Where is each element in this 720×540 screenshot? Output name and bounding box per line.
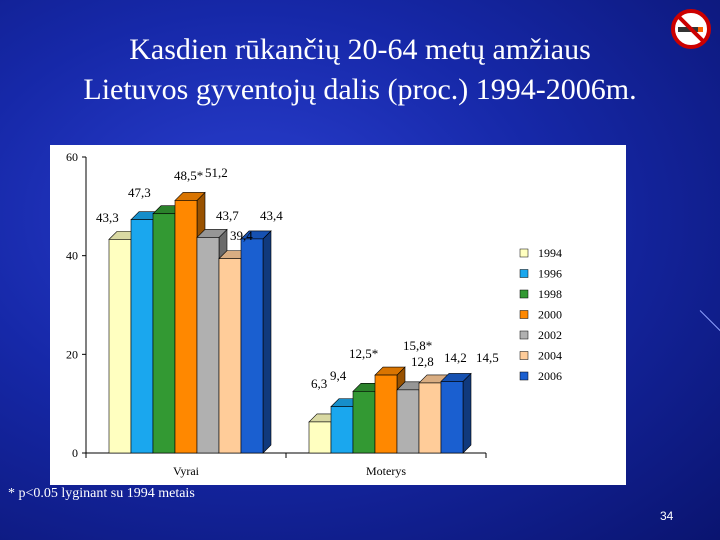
legend-label-1996: 1996 (538, 267, 562, 281)
bar-2000-moterys (374, 374, 398, 454)
no-smoking-icon (671, 9, 711, 49)
title-line-2: Lietuvos gyventojų dalis (proc.) 1994-20… (83, 73, 637, 106)
legend-swatch (519, 248, 529, 258)
legend-swatch (519, 269, 529, 278)
page-number: 34 (660, 509, 674, 523)
bar-2004-vyrai (218, 258, 242, 454)
x-category-label: Moterys (366, 464, 406, 478)
legend-swatch (519, 330, 529, 340)
footnote: * p<0.05 lyginant su 1994 metais (8, 486, 195, 501)
bar-2006-vyrai (240, 238, 264, 454)
legend-swatch (519, 371, 529, 381)
data-label-1996-moterys: 9,4 (330, 368, 347, 383)
bar-side (462, 372, 472, 454)
slide-title: Kasdien rūkančių 20-64 metų amžiaus Liet… (20, 30, 700, 110)
bar-1998-vyrai (152, 213, 176, 454)
legend-swatch (519, 351, 529, 360)
data-label-1994-vyrai: 43,3 (96, 210, 119, 225)
data-label-2000-moterys: 15,8* (403, 338, 432, 353)
legend-swatch (519, 310, 529, 319)
legend-label-2004: 2004 (538, 349, 562, 363)
data-label-1998-moterys: 12,5* (349, 346, 378, 361)
legend-label-1998: 1998 (538, 287, 562, 301)
bar-1996-vyrai (130, 219, 154, 454)
bar-2000-vyrai (174, 200, 198, 454)
bar-1998-moterys (352, 391, 376, 454)
y-tick-label: 0 (72, 446, 78, 460)
legend-label-2000: 2000 (538, 308, 562, 322)
data-label-2000-vyrai: 51,2 (205, 165, 228, 180)
legend-label-2002: 2002 (538, 328, 562, 342)
legend-label-1994: 1994 (538, 246, 562, 260)
bar-2002-vyrai (196, 237, 220, 454)
y-tick-label: 40 (66, 249, 78, 263)
bar-1996-moterys (330, 406, 354, 454)
data-label-1998-vyrai: 48,5* (174, 168, 203, 183)
data-label-1996-vyrai: 47,3 (128, 185, 151, 200)
data-label-2002-moterys: 12,8 (411, 354, 434, 369)
bar-side (262, 230, 272, 454)
bar-1994-moterys (308, 421, 332, 454)
y-tick-label: 60 (66, 150, 78, 164)
data-label-2002-vyrai: 43,7 (216, 208, 239, 223)
bar-1994-vyrai (108, 239, 132, 454)
bar-2002-moterys (396, 389, 420, 454)
legend-swatch (519, 289, 529, 299)
bar-2006-moterys (440, 381, 464, 454)
data-label-2006-moterys: 14,5 (476, 350, 499, 365)
y-tick-label: 20 (66, 347, 78, 361)
legend-label-2006: 2006 (538, 369, 562, 383)
data-label-2004-vyrai: 39,4 (230, 228, 253, 243)
data-label-2004-moterys: 14,2 (444, 350, 467, 365)
x-category-label: Vyrai (173, 464, 200, 478)
bar-2004-moterys (418, 382, 442, 454)
title-line-1: Kasdien rūkančių 20-64 metų amžiaus (129, 33, 591, 66)
data-label-1994-moterys: 6,3 (311, 376, 327, 391)
data-label-2006-vyrai: 43,4 (260, 208, 283, 223)
